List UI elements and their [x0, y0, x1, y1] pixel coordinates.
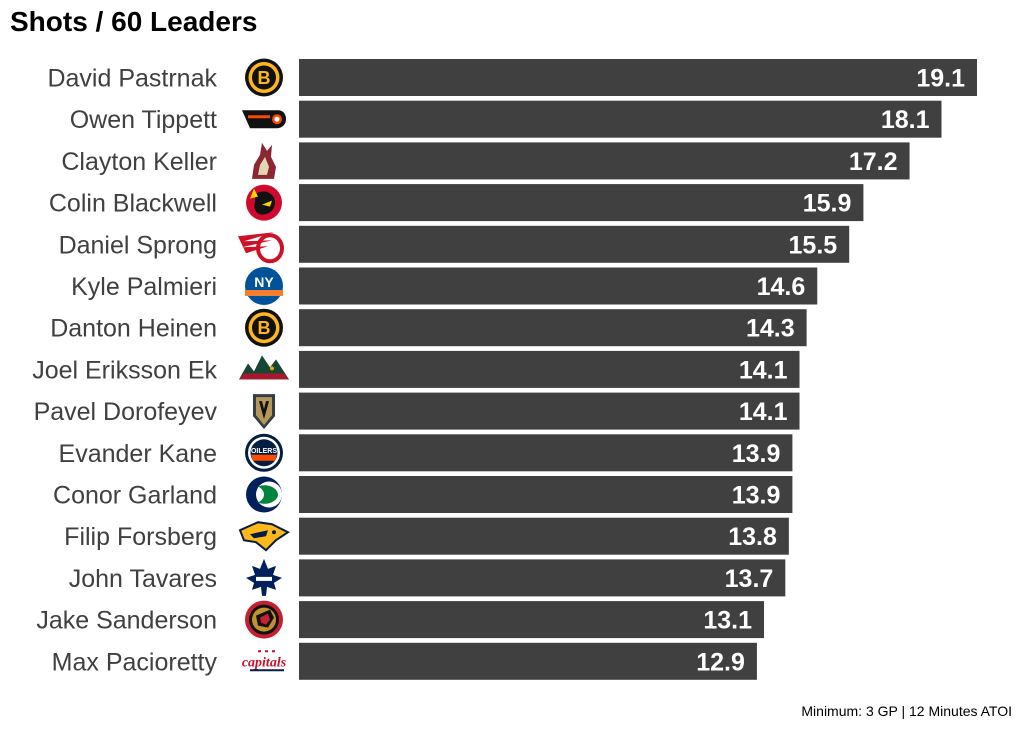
player-name-label: Pavel Dorofeyev	[34, 398, 218, 426]
svg-text:OILERS: OILERS	[251, 448, 277, 455]
player-name-label: John Tavares	[69, 565, 217, 593]
bar	[299, 225, 850, 263]
player-name-label: Joel Eriksson Ek	[32, 356, 217, 384]
minnesota-wild-logo-icon	[239, 355, 289, 380]
value-label: 13.7	[725, 565, 774, 593]
svg-text:capitals: capitals	[242, 655, 287, 670]
vegas-golden-knights-logo-icon	[253, 394, 275, 430]
player-name-label: Conor Garland	[53, 482, 217, 510]
value-label: 14.1	[739, 398, 788, 426]
bar	[299, 350, 800, 388]
value-label: 13.1	[703, 607, 752, 635]
chart-caption: Minimum: 3 GP | 12 Minutes ATOI	[801, 703, 1012, 719]
value-label: 15.5	[789, 231, 838, 259]
value-label: 14.3	[746, 315, 795, 343]
boston-bruins-logo-icon: B	[245, 308, 283, 347]
player-name-label: Jake Sanderson	[36, 607, 217, 635]
player-name-label: Kyle Palmieri	[71, 273, 217, 301]
bar	[299, 267, 818, 305]
player-name-label: Max Pacioretty	[52, 648, 218, 676]
chicago-blackhawks-logo-icon	[246, 184, 282, 221]
player-name-label: Filip Forsberg	[64, 523, 217, 551]
value-label: 15.9	[803, 190, 852, 218]
player-name-label: Daniel Sprong	[59, 231, 217, 259]
svg-text:B: B	[258, 68, 271, 88]
bar	[299, 476, 793, 513]
value-label: 13.8	[728, 523, 777, 551]
new-york-islanders-logo-icon: NY	[245, 267, 283, 305]
nashville-predators-logo-icon	[238, 521, 290, 552]
philadelphia-flyers-logo-icon	[242, 110, 286, 129]
value-label: 14.6	[757, 273, 806, 301]
bar	[299, 601, 765, 639]
bar	[299, 559, 786, 597]
value-label: 19.1	[916, 65, 965, 93]
player-name-label: Colin Blackwell	[49, 190, 217, 218]
value-label: 13.9	[732, 482, 781, 510]
player-name-label: Danton Heinen	[50, 315, 217, 343]
edmonton-oilers-logo-icon: OILERS	[245, 433, 283, 472]
bar	[299, 309, 807, 347]
bar	[299, 642, 757, 680]
washington-capitals-logo-icon: capitals	[242, 650, 287, 672]
value-label: 14.1	[739, 356, 788, 384]
player-name-label: David Pastrnak	[47, 65, 217, 93]
bar	[299, 517, 789, 555]
value-label: 13.9	[732, 440, 781, 468]
toronto-maple-leafs-logo-icon	[246, 558, 282, 596]
player-name-label: Clayton Keller	[61, 148, 217, 176]
bar	[299, 434, 793, 472]
bar	[299, 100, 942, 138]
value-label: 17.2	[849, 148, 898, 176]
bar	[299, 59, 977, 96]
vancouver-canucks-logo-icon	[246, 476, 282, 513]
svg-text:B: B	[258, 318, 271, 338]
value-label: 18.1	[881, 106, 930, 134]
bar	[299, 142, 910, 180]
bar	[299, 392, 800, 430]
bar	[299, 184, 864, 222]
svg-text:NY: NY	[254, 274, 274, 290]
ottawa-senators-logo-icon	[245, 600, 283, 639]
chart-title: Shots / 60 Leaders	[10, 6, 258, 37]
player-name-label: Evander Kane	[59, 440, 217, 468]
player-name-label: Owen Tippett	[70, 106, 217, 134]
arizona-coyotes-logo-icon	[252, 142, 276, 179]
boston-bruins-logo-icon: B	[245, 58, 283, 97]
value-label: 12.9	[696, 648, 745, 676]
detroit-red-wings-logo-icon	[238, 232, 284, 264]
